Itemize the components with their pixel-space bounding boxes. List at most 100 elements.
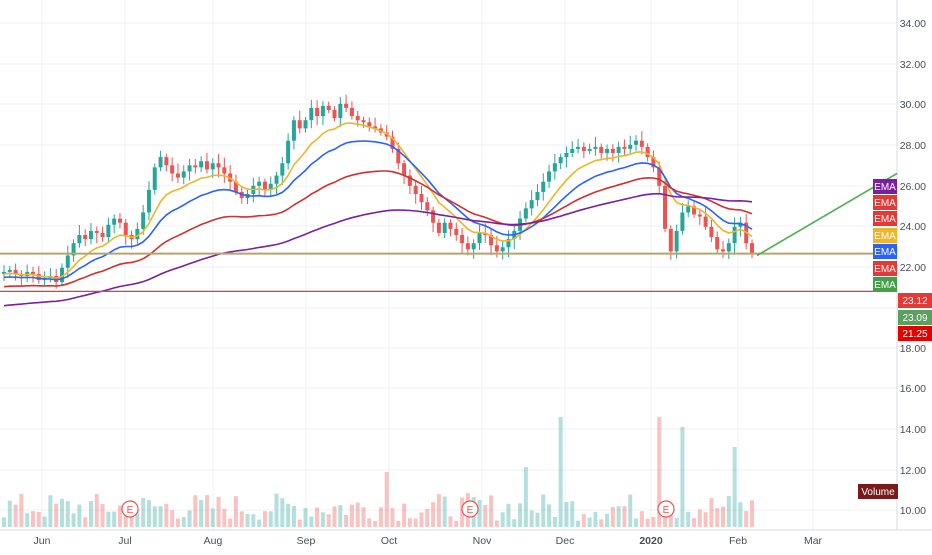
y-tick-label: 10.00 (900, 505, 926, 517)
candle-body (361, 120, 366, 123)
candle-body (697, 214, 702, 217)
volume-bar (30, 511, 35, 527)
volume-bar (245, 514, 250, 527)
candle-body (535, 191, 540, 201)
candle-body (686, 206, 691, 213)
y-tick-label: 12.00 (900, 465, 926, 477)
volume-bar (309, 516, 314, 527)
volume-bar (442, 496, 447, 527)
candle-body (593, 146, 598, 149)
volume-bar (674, 517, 679, 527)
candle-body (146, 189, 151, 213)
candle-body (320, 105, 325, 117)
ema-tag-label: EMA (874, 247, 896, 258)
price-tag-bg (898, 310, 932, 325)
candle-body (622, 146, 627, 149)
candle-body (355, 116, 360, 121)
candle-body (181, 171, 186, 178)
candle-body (164, 157, 169, 166)
candle-body (158, 157, 163, 168)
ema-tag-label: EMA (874, 198, 896, 209)
volume-bar (645, 518, 650, 527)
x-tick-label: Jun (34, 535, 51, 547)
volume-bar (605, 513, 610, 527)
volume-bar (175, 518, 180, 527)
volume-bar (117, 505, 122, 527)
volume-bar (332, 506, 337, 527)
volume-bar (286, 503, 291, 527)
volume-bar (344, 514, 349, 527)
candle-body (645, 146, 650, 158)
y-tick-label: 16.00 (900, 383, 926, 395)
candle-body (303, 120, 308, 129)
candle-body (558, 157, 563, 164)
candle-body (262, 181, 267, 190)
candle-body (442, 222, 447, 233)
candle-body (117, 218, 122, 223)
candle-body (396, 148, 401, 164)
candle-body (123, 222, 128, 235)
ema-legend-tag: EMA (873, 244, 897, 259)
candle-body (94, 230, 99, 233)
volume-bar (129, 517, 134, 527)
candle-body (13, 269, 18, 274)
volume-bar (541, 494, 546, 527)
volume-bar (564, 501, 569, 527)
candle-body (257, 181, 262, 186)
earnings-marker: E (121, 500, 139, 518)
volume-bar (36, 512, 41, 527)
volume-bar (13, 504, 18, 527)
volume-bar (170, 510, 175, 527)
candle-body (738, 222, 743, 227)
candle-body (680, 212, 685, 231)
volume-bar (2, 517, 6, 527)
volume-bar (581, 514, 586, 527)
candle-body (489, 235, 494, 246)
candle-body (425, 202, 430, 211)
candle-body (419, 194, 424, 203)
volume-bar (396, 520, 401, 527)
volume-bar (523, 467, 528, 527)
volume-bar (77, 504, 82, 527)
volume-bar (187, 510, 192, 527)
x-tick-label: Nov (473, 535, 492, 547)
volume-bar (42, 516, 47, 527)
volume-bar (697, 509, 702, 527)
volume-bar (303, 508, 308, 527)
y-tick-label: 28.00 (900, 140, 926, 152)
volume-bar (228, 518, 233, 527)
candle-body (274, 175, 279, 184)
candle-body (581, 146, 586, 151)
volume-bar (547, 504, 552, 527)
volume-bar (616, 506, 621, 527)
candle-body (570, 148, 575, 153)
candle-body (541, 181, 546, 192)
volume-bar (494, 520, 499, 527)
candle-body (460, 235, 465, 244)
volume-bar (535, 512, 540, 527)
candle-body (36, 273, 41, 281)
volume-bar (297, 519, 302, 527)
volume-bar (506, 503, 511, 527)
candle-body (657, 167, 662, 186)
candle-body (326, 105, 331, 110)
x-tick-label: Sep (297, 535, 316, 547)
earnings-circle (121, 500, 139, 518)
ema-tag-bg (873, 211, 897, 226)
candle-body (709, 226, 714, 238)
volume-bar (558, 417, 563, 527)
volume-bar (106, 511, 111, 527)
volume-bar (199, 499, 204, 527)
candle-body (587, 148, 592, 151)
volume-bar (512, 519, 517, 527)
candle-body (297, 120, 302, 129)
candle-body (402, 163, 407, 176)
x-tick-label: Feb (729, 535, 747, 547)
candle-body (529, 200, 534, 209)
volume-bar (599, 519, 604, 527)
volume-bar (552, 516, 557, 527)
candle-body (471, 243, 476, 250)
volume-bar (692, 518, 697, 527)
